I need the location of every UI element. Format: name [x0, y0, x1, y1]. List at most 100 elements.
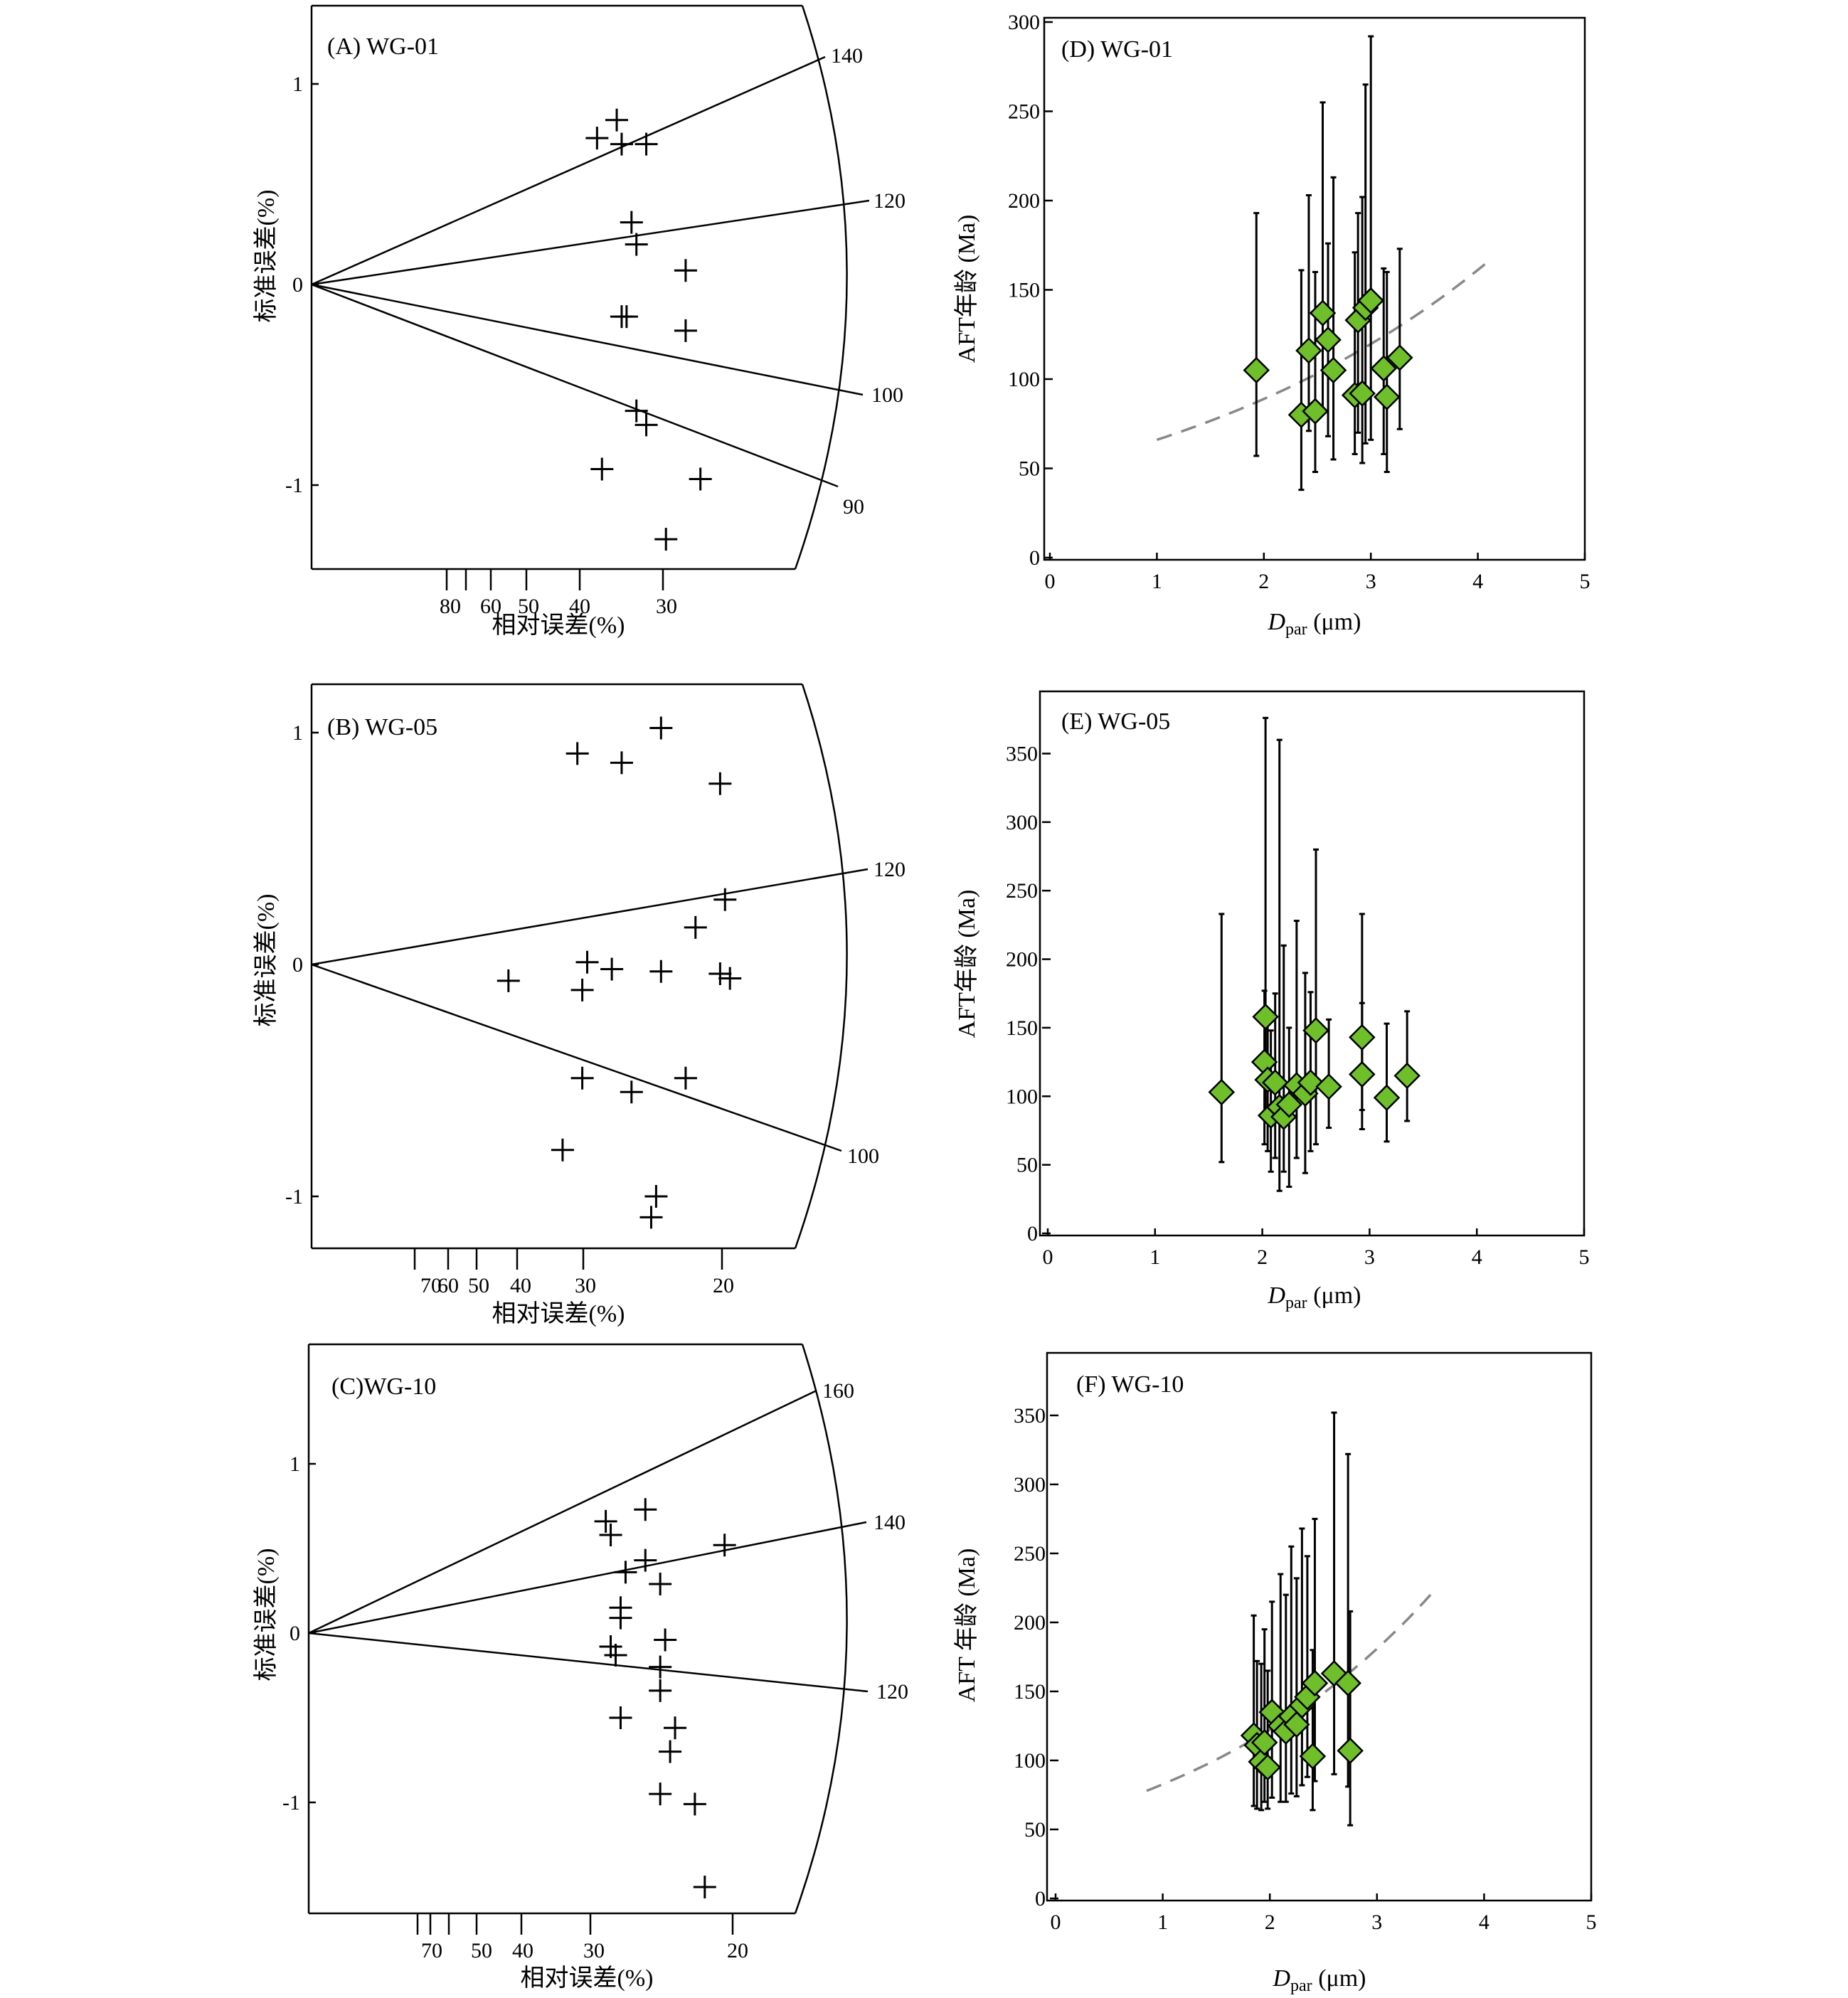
y-tick-label: 50 — [1016, 1154, 1038, 1177]
radial-plot-c: (C)WG-10 标准误差(%) 相对误差(%) 160 140 120 1 0 -1 70… — [253, 1343, 908, 1992]
data-point-cross — [610, 751, 633, 775]
data-point-diamond — [1315, 326, 1342, 354]
data-point-cross — [639, 1206, 663, 1229]
data-point-diamond — [1275, 1091, 1303, 1118]
scatter-plot-f: (F) WG-10 AFT 年龄 (Ma) Dpar (μm) 0 1 2 3 4 505… — [953, 1351, 1597, 1995]
y-tick-label: 100 — [1008, 368, 1040, 391]
radial-plot-title: (C)WG-10 — [331, 1373, 436, 1400]
data-point-diamond — [1373, 1084, 1401, 1111]
data-point-cross — [620, 1080, 643, 1104]
data-point-diamond — [1349, 380, 1376, 407]
data-point-cross — [634, 132, 658, 156]
data-point-diamond — [1302, 398, 1329, 425]
data-point-diamond — [1299, 1743, 1327, 1770]
age-tick-label: 120 — [876, 1680, 908, 1704]
y-tick-label: 350 — [1014, 1404, 1046, 1428]
age-ray — [311, 868, 869, 966]
x-tick-label: 40 — [510, 1274, 531, 1297]
age-tick-label: 160 — [822, 1379, 854, 1403]
data-point-cross — [649, 1782, 672, 1806]
x-tick-label: 40 — [569, 595, 590, 618]
x-tick-label: 2 — [1257, 1245, 1268, 1269]
y-tick-label: 150 — [1014, 1680, 1046, 1704]
data-point-cross — [570, 1066, 594, 1090]
chart-title: (E) WG-05 — [1061, 708, 1170, 735]
age-tick-label: 140 — [831, 44, 863, 68]
x-tick-label: 20 — [713, 1274, 734, 1297]
data-point-cross — [620, 211, 643, 234]
y-tick-label: 1 — [292, 721, 303, 745]
data-point-cross — [664, 1716, 687, 1740]
x-tick-label: 3 — [1364, 1245, 1375, 1269]
y-tick-label: 250 — [1008, 100, 1040, 124]
age-tick-label: 120 — [873, 858, 906, 881]
x-tick-label: 30 — [583, 1939, 605, 1962]
chart-title: (D) WG-01 — [1061, 36, 1173, 63]
data-point-cross — [565, 742, 589, 765]
y-tick-label: 100 — [1006, 1085, 1038, 1108]
age-ray — [308, 1521, 867, 1635]
data-point-cross — [684, 915, 707, 939]
x-tick-label: 60 — [480, 595, 501, 618]
x-tick-label: 50 — [518, 595, 539, 618]
y-tick-label: 300 — [1008, 11, 1040, 34]
y-tick-label: -1 — [285, 1185, 303, 1208]
data-point-diamond — [1297, 1069, 1324, 1096]
x-axis-title: 相对误差(%) — [521, 1965, 654, 1992]
age-ray — [311, 283, 839, 488]
y-axis-title: AFT 年龄 (Ma) — [953, 1548, 980, 1703]
data-point-diamond — [1295, 337, 1322, 364]
data-point-cross — [674, 259, 697, 282]
x-tick-label: 4 — [1479, 1911, 1489, 1934]
data-point-diamond — [1370, 355, 1398, 382]
data-point-cross — [575, 950, 599, 974]
radial-plot-b: (B) WG-05 标准误差(%) 相对误差(%) 120 100 1 0 -1 7060… — [253, 683, 906, 1327]
x-tick-label: 0 — [1043, 1245, 1053, 1269]
y-tick-label: 0 — [1027, 1222, 1038, 1245]
data-point-diamond — [1252, 1003, 1279, 1031]
data-point-cross — [708, 962, 732, 986]
x-axis-title: Dpar (μm) — [1267, 1282, 1361, 1312]
age-tick-label: 140 — [873, 1511, 906, 1534]
y-tick-label: 300 — [1006, 811, 1038, 834]
x-tick-label: 5 — [1586, 1911, 1597, 1934]
x-tick-label: 80 — [440, 595, 461, 618]
age-arc — [794, 684, 848, 1249]
data-point-cross — [496, 969, 520, 992]
y-axis-title: 标准误差(%) — [253, 894, 280, 1027]
data-point-diamond — [1254, 1753, 1281, 1781]
data-point-cross — [551, 1138, 574, 1162]
data-point-diamond — [1386, 344, 1413, 371]
data-point-cross — [708, 772, 732, 795]
y-tick-label: 100 — [1014, 1749, 1046, 1773]
plot-frame — [1039, 690, 1586, 1237]
data-point-cross — [625, 399, 648, 423]
data-point-cross — [649, 716, 673, 740]
data-point-diamond — [1250, 1728, 1278, 1756]
data-point-diamond — [1208, 1078, 1236, 1106]
x-tick-label: 4 — [1472, 570, 1483, 593]
x-axis-title: Dpar (μm) — [1267, 609, 1361, 639]
data-point-cross — [649, 1572, 672, 1595]
y-tick-label: 250 — [1006, 879, 1038, 903]
data-point-cross — [693, 1876, 716, 1898]
data-point-diamond — [1261, 1069, 1289, 1096]
x-tick-label: 3 — [1366, 570, 1376, 593]
x-tick-label: 50 — [468, 1274, 489, 1297]
data-point-cross — [604, 1643, 627, 1667]
data-point-cross — [654, 528, 678, 551]
data-point-diamond — [1349, 1024, 1376, 1051]
x-tick-label: 50 — [471, 1939, 492, 1962]
data-point-diamond — [1301, 1669, 1329, 1697]
data-point-cross — [634, 1548, 657, 1572]
x-tick-label: 70 — [420, 1274, 442, 1297]
x-tick-label: 30 — [656, 595, 677, 618]
data-point-diamond — [1283, 1711, 1310, 1738]
age-ray — [311, 283, 864, 396]
x-tick-label: 0 — [1045, 570, 1056, 593]
data-point-diamond — [1393, 1062, 1420, 1090]
age-ray — [308, 1389, 817, 1635]
data-point-diamond — [1309, 299, 1337, 326]
data-point-cross — [610, 132, 633, 156]
